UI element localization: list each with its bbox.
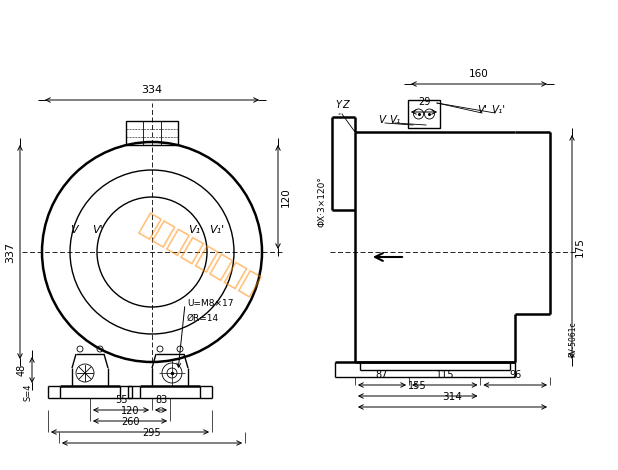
- Text: 334: 334: [142, 85, 163, 95]
- Text: 96: 96: [509, 370, 522, 380]
- Text: V: V: [378, 115, 386, 125]
- Text: 295: 295: [143, 428, 161, 438]
- Text: V₁: V₁: [188, 225, 200, 235]
- Text: PV-5061c: PV-5061c: [568, 321, 577, 357]
- Text: 115: 115: [436, 370, 454, 380]
- Text: Z: Z: [343, 100, 349, 110]
- Text: V': V': [477, 105, 487, 115]
- Text: S=4: S=4: [23, 383, 33, 401]
- Text: 175: 175: [575, 237, 585, 257]
- Text: 55: 55: [115, 395, 127, 405]
- Text: V₁: V₁: [389, 115, 400, 125]
- Bar: [408, 100, 440, 128]
- Text: 48: 48: [17, 364, 27, 376]
- Text: V₁': V₁': [491, 105, 505, 115]
- Text: 120: 120: [121, 406, 139, 416]
- Text: 83: 83: [155, 395, 167, 405]
- Text: V': V': [91, 225, 103, 235]
- Text: 314: 314: [442, 392, 462, 402]
- Bar: [126, 121, 178, 145]
- Text: ØR=14: ØR=14: [187, 313, 219, 322]
- Text: V₁': V₁': [210, 225, 224, 235]
- Text: 北京基尔机电设备: 北京基尔机电设备: [135, 210, 265, 300]
- Text: 87: 87: [376, 370, 388, 380]
- Text: 160: 160: [469, 69, 489, 79]
- Text: 155: 155: [408, 381, 427, 391]
- Text: 337: 337: [5, 242, 15, 263]
- Text: Y: Y: [335, 100, 341, 110]
- Text: ΦX·3×120°: ΦX·3×120°: [317, 177, 326, 227]
- Text: V: V: [70, 225, 78, 235]
- Text: ₓ: ₓ: [338, 110, 341, 116]
- Text: 29: 29: [418, 97, 430, 107]
- Text: 120: 120: [281, 187, 291, 207]
- Text: 260: 260: [121, 417, 139, 427]
- Text: U=M8×17: U=M8×17: [187, 299, 234, 308]
